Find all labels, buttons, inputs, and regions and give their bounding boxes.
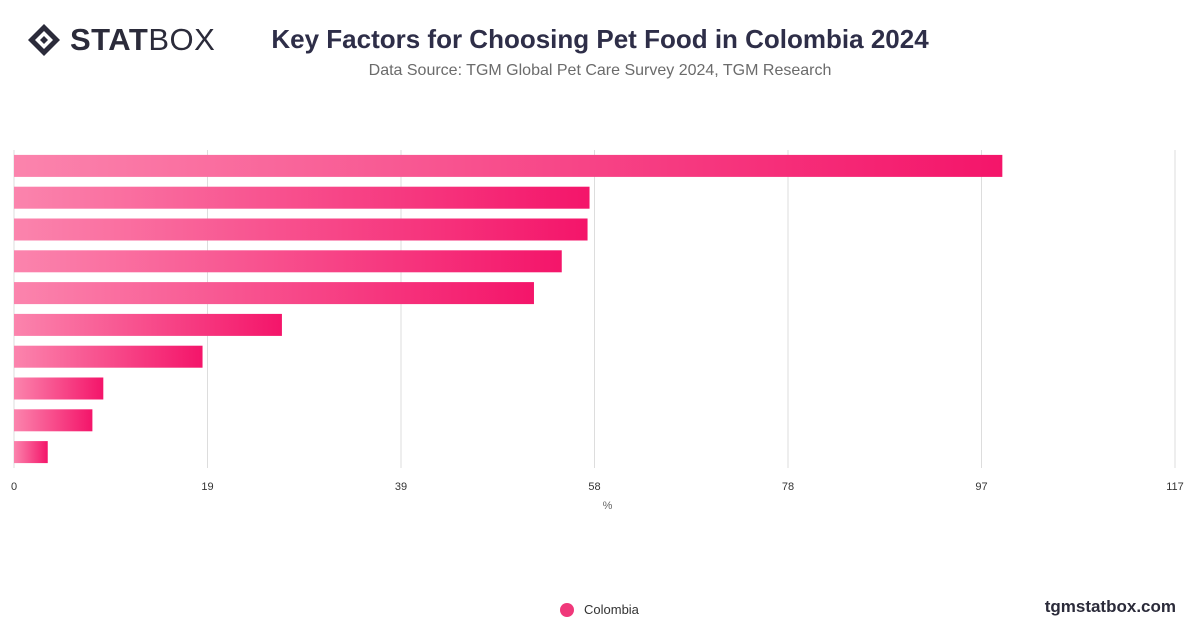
statbox-logo: STATBOX <box>26 22 215 58</box>
chart-subtitle: Data Source: TGM Global Pet Care Survey … <box>368 62 832 79</box>
logo-light-text: BOX <box>148 22 216 57</box>
bar[interactable] <box>14 218 588 241</box>
bar[interactable] <box>14 186 590 209</box>
bar[interactable] <box>14 441 48 464</box>
x-tick-label: 58 <box>588 481 600 493</box>
footer-site: tgmstatbox.com <box>1044 597 1176 616</box>
chart-title: Key Factors for Choosing Pet Food in Col… <box>271 24 929 54</box>
bar[interactable] <box>14 409 93 432</box>
x-tick-label: 97 <box>975 481 987 493</box>
x-axis-title: % <box>603 500 613 512</box>
bar-chart: 0 19 39 58 78 97 117 % <box>11 150 1184 512</box>
logo-wordmark: STATBOX <box>70 22 215 58</box>
bar[interactable] <box>14 154 1003 177</box>
bar[interactable] <box>14 250 562 273</box>
legend[interactable]: Colombia <box>560 602 639 617</box>
logo-bold-text: STAT <box>70 22 149 57</box>
legend-marker-icon <box>560 602 574 617</box>
statbox-diamond-icon <box>28 24 60 56</box>
bar[interactable] <box>14 345 203 368</box>
x-axis-ticks: 0 19 39 58 78 97 117 <box>11 481 1184 493</box>
bar[interactable] <box>14 282 534 305</box>
legend-label: Colombia <box>584 602 639 617</box>
x-tick-label: 0 <box>11 481 17 493</box>
bar[interactable] <box>14 377 104 400</box>
bars <box>14 154 1003 464</box>
x-tick-label: 19 <box>201 481 213 493</box>
x-tick-label: 117 <box>1166 481 1184 493</box>
x-tick-label: 78 <box>782 481 794 493</box>
bar[interactable] <box>14 313 282 336</box>
x-tick-label: 39 <box>395 481 407 493</box>
